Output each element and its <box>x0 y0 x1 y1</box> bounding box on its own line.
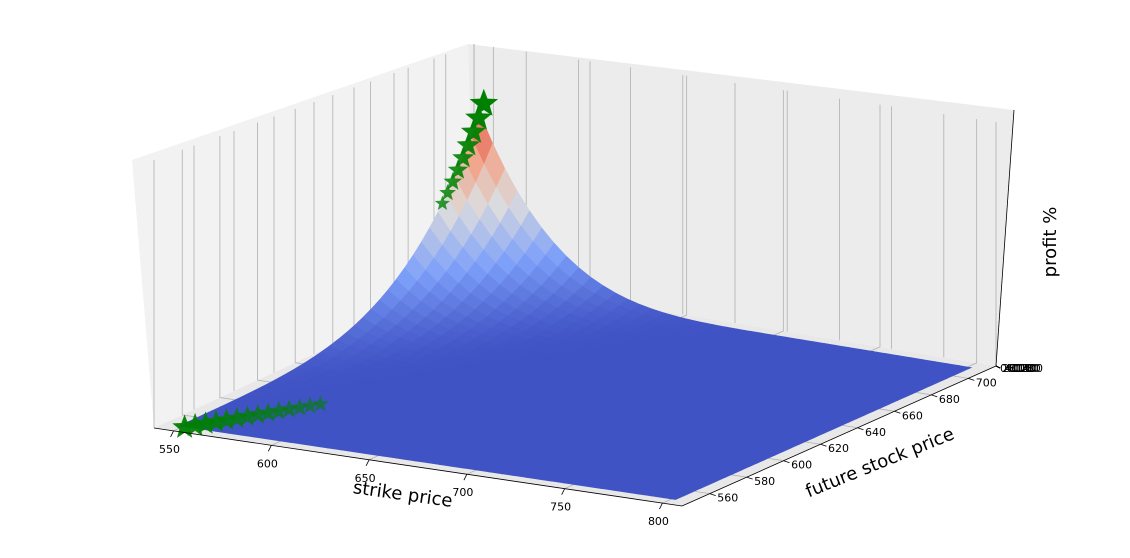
z-tick-label: 60 <box>1007 362 1021 375</box>
y-tick-mark <box>783 460 790 464</box>
y-tick-label: 560 <box>717 492 738 505</box>
z-tick-label: 140 <box>1015 362 1036 375</box>
star-marker <box>226 406 248 428</box>
z-tick-mark <box>995 365 1001 369</box>
y-tick-label: 580 <box>754 475 775 488</box>
star-marker <box>183 412 208 436</box>
y-tick-label: 600 <box>791 459 812 472</box>
x-axis: 550 600 650 700 750 800 <box>153 427 683 528</box>
y-tick-mark <box>746 476 753 480</box>
star-marker <box>439 184 456 201</box>
z-tick-label: 160 <box>1018 362 1039 375</box>
z-tick-label: 80 <box>1009 362 1023 375</box>
star-marker <box>301 396 319 414</box>
y-tick-label: 620 <box>828 442 849 455</box>
star-marker <box>172 414 197 438</box>
star-marker <box>469 88 499 116</box>
star-marker <box>460 118 487 143</box>
x-tick-mark <box>365 459 370 466</box>
star-marker <box>465 104 493 130</box>
star-marker <box>247 404 269 424</box>
star-marker <box>269 401 289 420</box>
z-tick-label: 0 <box>1000 362 1007 375</box>
x-tick-label: 550 <box>159 443 180 456</box>
star-marker <box>204 409 228 432</box>
y-tick-label: 700 <box>976 376 997 389</box>
y-tick-mark <box>894 410 901 414</box>
x-tick-label: 650 <box>355 472 376 485</box>
y-axis-line <box>681 365 997 507</box>
x-axis-title: strike price <box>352 477 454 512</box>
x-tick-mark <box>267 445 272 452</box>
star-marker <box>311 395 329 412</box>
x-tick-label: 750 <box>550 501 571 514</box>
z-tick-label: 200 <box>1022 362 1043 375</box>
y-tick-label: 680 <box>939 393 960 406</box>
star-marker <box>447 159 469 179</box>
y-tick-mark <box>709 493 716 497</box>
y-tick-mark <box>968 377 975 381</box>
surface-plot <box>178 113 973 500</box>
y-tick-label: 660 <box>902 409 923 422</box>
star-marker <box>215 408 238 430</box>
star-markers <box>172 88 499 438</box>
star-marker <box>258 402 279 422</box>
x-tick-label: 800 <box>648 515 669 528</box>
x-tick-mark <box>659 502 663 510</box>
star-marker <box>279 399 299 418</box>
left-pane <box>132 44 474 428</box>
z-tick-label: 100 <box>1011 362 1032 375</box>
star-marker <box>290 398 309 416</box>
star-marker <box>236 405 258 426</box>
y-tick-mark <box>820 443 827 447</box>
z-tick-label: 180 <box>1020 362 1041 375</box>
x-tick-mark <box>463 474 468 481</box>
z-axis-title: profit % <box>1040 207 1061 278</box>
star-marker <box>456 132 481 156</box>
x-axis-line <box>153 427 683 507</box>
star-marker <box>434 195 450 210</box>
star-marker <box>443 172 463 190</box>
x-tick-mark <box>561 488 566 495</box>
y-tick-mark <box>931 394 938 398</box>
x-tick-label: 600 <box>257 457 278 470</box>
z-tick-label: 40 <box>1004 362 1018 375</box>
z-tick-label: 120 <box>1013 362 1034 375</box>
back-pane <box>468 44 1014 366</box>
z-axis-line <box>995 109 1015 367</box>
star-marker <box>193 411 218 434</box>
x-tick-label: 700 <box>452 486 473 499</box>
x-tick-mark <box>170 430 174 438</box>
y-tick-mark <box>857 427 864 431</box>
z-tick-label: 20 <box>1002 362 1016 375</box>
y-axis: 560 580 600 620 640 660 680 700 <box>681 365 997 507</box>
y-tick-label: 640 <box>865 426 886 439</box>
star-marker <box>452 146 475 168</box>
